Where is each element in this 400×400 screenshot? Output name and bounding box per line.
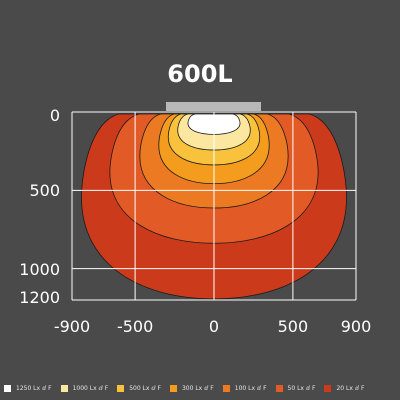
legend-item: 300 Lx ⅆ F — [169, 384, 214, 392]
legend-label: 20 Lx ⅆ F — [336, 384, 365, 392]
y-tick-label: 1200 — [19, 288, 60, 307]
legend-swatch — [4, 384, 11, 392]
legend-swatch — [324, 384, 332, 392]
legend-item: 50 Lx ⅆ F — [275, 384, 316, 392]
legend-label: 1250 Lx ⅆ F — [16, 384, 52, 392]
y-tick-label: 1000 — [19, 259, 60, 279]
x-tick-label: 0 — [208, 317, 220, 336]
legend-swatch — [117, 384, 125, 392]
x-tick-label: -500 — [116, 317, 154, 336]
legend-item: 20 Lx ⅆ F — [324, 384, 365, 392]
fixture-bar — [166, 102, 261, 111]
legend-item: 500 Lx ⅆ F — [117, 384, 161, 392]
legend-swatch — [60, 384, 68, 392]
chart-title: 600L — [167, 60, 233, 88]
legend-item: 1250 Lx ⅆ F — [4, 384, 52, 392]
legend: 1250 Lx ⅆ F 1000 Lx ⅆ F 500 Lx ⅆ F 300 Lx ⅆ… — [4, 380, 400, 396]
legend-swatch — [222, 384, 230, 392]
x-tick-label: -900 — [53, 317, 91, 336]
legend-label: 50 Lx ⅆ F — [287, 384, 316, 392]
x-tick-label: 900 — [340, 317, 372, 336]
legend-label: 1000 Lx ⅆ F — [72, 384, 109, 392]
y-tick-label: 0 — [49, 106, 60, 125]
legend-item: 100 Lx ⅆ F — [222, 384, 267, 392]
legend-swatch — [275, 384, 283, 392]
legend-label: 300 Lx ⅆ F — [181, 384, 214, 392]
x-tick-label: 500 — [277, 317, 309, 336]
legend-label: 100 Lx ⅆ F — [234, 384, 267, 392]
legend-swatch — [169, 384, 177, 392]
y-tick-label: 500 — [29, 181, 60, 201]
legend-item: 1000 Lx ⅆ F — [60, 384, 109, 392]
legend-label: 500 Lx ⅆ F — [129, 384, 161, 392]
